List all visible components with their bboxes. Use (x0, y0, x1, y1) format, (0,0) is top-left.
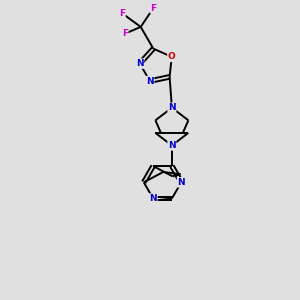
Text: O: O (168, 52, 176, 61)
Text: N: N (168, 103, 176, 112)
Text: N: N (136, 59, 144, 68)
Text: N: N (177, 178, 185, 187)
Text: N: N (149, 194, 157, 203)
Text: N: N (146, 76, 154, 85)
Text: N: N (168, 141, 176, 150)
Text: F: F (119, 9, 125, 18)
Text: F: F (122, 29, 128, 38)
Text: F: F (150, 4, 156, 13)
